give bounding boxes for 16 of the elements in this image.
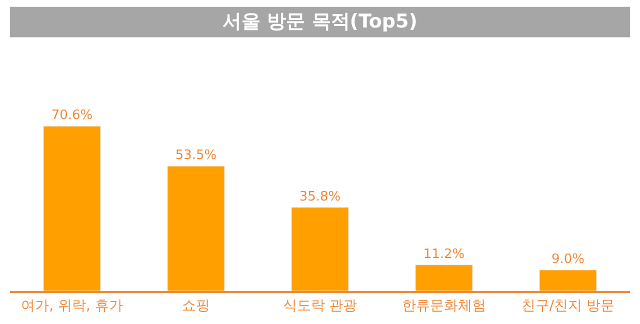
bar xyxy=(291,207,349,291)
bar xyxy=(43,126,101,291)
x-tick-label: 쇼핑 xyxy=(182,298,210,314)
bar xyxy=(415,264,473,291)
data-label: 70.6% xyxy=(51,108,93,124)
bar xyxy=(539,270,597,291)
data-label: 11.2% xyxy=(423,246,465,262)
chart-title: 서울 방문 목적(Top5) xyxy=(222,10,418,33)
x-tick-label: 여가, 위락, 휴가 xyxy=(21,298,123,314)
bar xyxy=(167,166,225,291)
data-label: 35.8% xyxy=(299,189,341,204)
data-label: 9.0% xyxy=(551,252,585,267)
x-tick-label: 한류문화체험 xyxy=(402,298,486,314)
x-tick-label: 친구/친지 방문 xyxy=(521,298,615,314)
data-label: 53.5% xyxy=(175,148,217,164)
x-tick-label: 식도락 관광 xyxy=(282,298,358,314)
